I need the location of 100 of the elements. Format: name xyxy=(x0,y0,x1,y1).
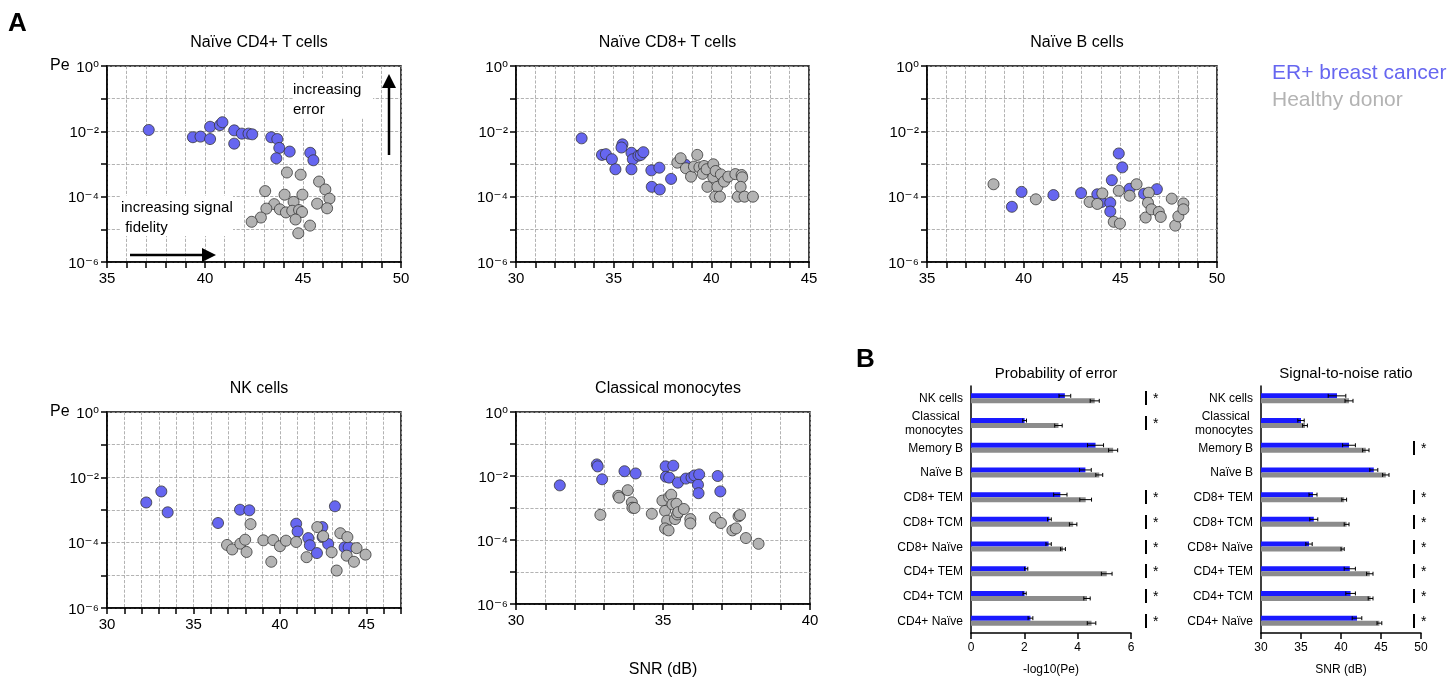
y-tick-label: CD8+ Naïve xyxy=(897,539,964,554)
y-tick-label: 10⁻⁶ xyxy=(477,253,508,271)
annotation: * xyxy=(1421,513,1427,530)
y-tick-label: Classical monocytes xyxy=(904,409,963,438)
y-tick-label: 10⁰ xyxy=(76,57,99,75)
x-tick-label: 50 xyxy=(1208,269,1226,286)
y-tick-label: 10⁻² xyxy=(478,467,508,485)
y-tick-label: 10⁻² xyxy=(478,122,508,140)
y-tick-label: 10⁻⁶ xyxy=(477,595,508,613)
x-tick-label: 0 xyxy=(967,640,975,654)
annotation: * xyxy=(1421,489,1427,506)
y-tick-label: 10⁻² xyxy=(69,122,99,140)
x-tick-label: 40 xyxy=(196,269,214,286)
y-tick-label: 10⁰ xyxy=(485,57,508,75)
y-tick-label: 10⁰ xyxy=(76,403,99,421)
y-tick-label: 10⁻² xyxy=(69,468,99,486)
x-tick-label: 6 xyxy=(1127,640,1135,654)
x-tick-label: 50 xyxy=(1414,640,1428,654)
x-tick-label: 2 xyxy=(1020,640,1028,654)
x-tick-label: 40 xyxy=(1334,640,1348,654)
text: * xyxy=(1153,587,1159,604)
text: * xyxy=(1153,415,1159,432)
y-tick-label: CD8+ TCM xyxy=(1192,514,1253,529)
x-tick-label: 35 xyxy=(98,269,116,286)
x-tick-label: 40 xyxy=(801,611,819,628)
y-tick-label: CD8+ TEM xyxy=(1193,490,1253,505)
text: B xyxy=(856,342,875,373)
y-tick-label: CD4+ TEM xyxy=(903,564,963,579)
chart-title: Classical monocytes xyxy=(595,378,741,396)
y-tick-label: CD4+ Naïve xyxy=(1187,613,1254,628)
x-tick-label: 35 xyxy=(185,615,202,632)
y-tick-label: 10⁻² xyxy=(889,122,919,140)
y-axis-title: Pe xyxy=(50,401,70,419)
text: ER+ breast cancer xyxy=(1272,60,1447,83)
annotation: * xyxy=(1421,587,1427,604)
annotation: * xyxy=(1421,538,1427,555)
x-tick-label: 35 xyxy=(654,611,672,628)
x-tick-label: 45 xyxy=(1111,269,1129,286)
chart-title: Naïve CD4+ T cells xyxy=(190,32,328,50)
x-tick-label: 45 xyxy=(1374,640,1388,654)
x-tick-label: 30 xyxy=(507,269,525,286)
text: A xyxy=(8,6,27,37)
x-tick-label: 35 xyxy=(918,269,936,286)
x-tick-label: 45 xyxy=(358,615,375,632)
x-tick-label: 40 xyxy=(702,269,720,286)
chart-title: Probability of error xyxy=(994,364,1118,381)
x-axis-title: -log10(Pe) xyxy=(1022,662,1080,676)
annotation: * xyxy=(1421,612,1427,629)
y-tick-label: CD4+ TCM xyxy=(1192,588,1253,603)
y-tick-label: 10⁻⁴ xyxy=(476,188,508,206)
x-tick-label: 30 xyxy=(1254,640,1268,654)
y-tick-label: CD8+ TEM xyxy=(903,490,963,505)
annotation: increasing signal fidelity xyxy=(121,197,233,235)
y-tick-label: 10⁻⁴ xyxy=(67,534,99,552)
y-tick-label: NK cells xyxy=(1208,391,1253,406)
x-axis-title: SNR (dB) xyxy=(628,659,698,677)
y-tick-label: Memory B xyxy=(908,440,963,455)
y-tick-label: 10⁻⁶ xyxy=(68,599,99,617)
y-tick-label: CD8+ TCM xyxy=(902,514,963,529)
x-tick-label: 45 xyxy=(800,269,818,286)
x-tick-label: 45 xyxy=(294,269,312,286)
y-tick-label: Naïve B xyxy=(920,465,963,480)
y-tick-label: 10⁻⁴ xyxy=(887,188,919,206)
text: * xyxy=(1153,513,1159,530)
y-tick-label: 10⁻⁴ xyxy=(67,188,99,206)
annotation: increasing error xyxy=(293,79,366,117)
text: * xyxy=(1153,563,1159,580)
chart-title: Naïve CD8+ T cells xyxy=(598,32,737,50)
x-tick-label: 40 xyxy=(271,615,289,632)
y-tick-label: 10⁻⁶ xyxy=(888,253,919,271)
x-tick-label: 40 xyxy=(1015,269,1033,286)
text: Healthy donor xyxy=(1272,87,1403,110)
annotation: * xyxy=(1421,439,1427,456)
y-tick-label: CD4+ TCM xyxy=(902,588,963,603)
y-tick-label: CD8+ Naïve xyxy=(1187,539,1254,554)
y-tick-label: CD4+ Naïve xyxy=(897,613,964,628)
x-tick-label: 4 xyxy=(1074,640,1082,654)
x-tick-label: 30 xyxy=(98,615,116,632)
y-tick-label: NK cells xyxy=(918,391,963,406)
y-tick-label: 10⁰ xyxy=(485,403,508,421)
x-tick-label: 35 xyxy=(605,269,623,286)
text: * xyxy=(1153,538,1159,555)
y-tick-label: Naïve B xyxy=(1210,465,1253,480)
chart-title: Naïve B cells xyxy=(1030,32,1124,50)
y-tick-label: Memory B xyxy=(1198,440,1253,455)
y-tick-label: 10⁻⁴ xyxy=(476,531,508,549)
x-tick-label: 30 xyxy=(507,611,525,628)
x-tick-label: 50 xyxy=(392,269,410,286)
chart-title: NK cells xyxy=(229,378,289,396)
y-tick-label: Classical monocytes xyxy=(1194,409,1253,438)
y-tick-label: 10⁻⁶ xyxy=(68,253,99,271)
chart-title: Signal-to-noise ratio xyxy=(1279,364,1413,381)
text: * xyxy=(1153,390,1159,407)
y-tick-label: 10⁰ xyxy=(896,57,919,75)
y-axis-title: Pe xyxy=(50,55,70,73)
text: * xyxy=(1153,489,1159,506)
text: * xyxy=(1153,612,1159,629)
x-tick-label: 35 xyxy=(1294,640,1308,654)
y-tick-label: CD4+ TEM xyxy=(1193,564,1253,579)
annotation: * xyxy=(1421,563,1427,580)
